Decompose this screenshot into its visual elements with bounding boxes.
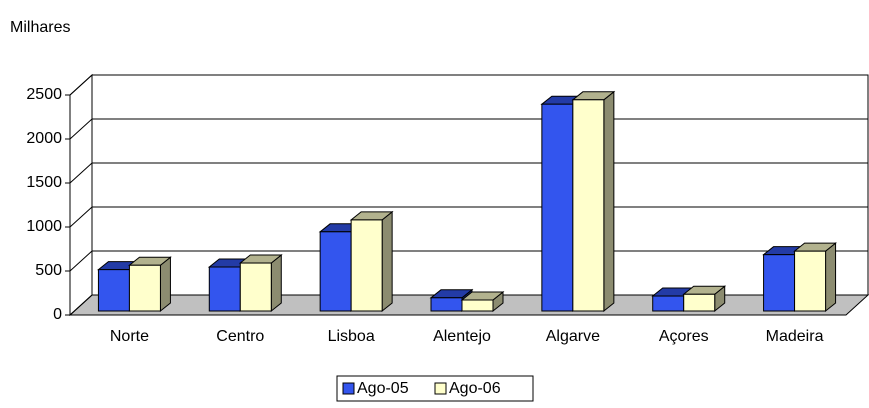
- bar-front: [572, 99, 605, 312]
- bar-front: [683, 293, 716, 312]
- bar-front: [319, 231, 352, 312]
- y-tick-label: 2500: [26, 86, 62, 103]
- bar-side: [603, 90, 615, 313]
- bar: [460, 290, 505, 313]
- bar-front: [652, 295, 685, 312]
- bar: [128, 256, 172, 313]
- x-tick-label: Madeira: [766, 328, 824, 345]
- y-tick-label: 1000: [26, 218, 62, 235]
- bar-side: [825, 242, 837, 313]
- bar-front: [350, 219, 383, 312]
- y-tick-label: 500: [35, 262, 62, 279]
- bar: [238, 253, 283, 313]
- back-wall: [91, 74, 869, 296]
- y-tick-label: 0: [53, 306, 62, 323]
- legend-swatch: [342, 382, 355, 395]
- x-tick-label: Alentejo: [433, 328, 491, 345]
- x-tick-label: Lisboa: [328, 328, 375, 345]
- bar: [793, 242, 837, 313]
- bar-front: [541, 103, 574, 312]
- y-tick-label: 2000: [26, 130, 62, 147]
- bar-front: [97, 269, 130, 312]
- bar-front: [430, 297, 463, 312]
- legend-label: Ago-06: [449, 380, 501, 397]
- x-tick-label: Açores: [659, 328, 709, 345]
- x-tick-label: Norte: [110, 328, 149, 345]
- x-tick-label: Algarve: [546, 328, 600, 345]
- legend-label: Ago-05: [357, 380, 409, 397]
- bar-front: [461, 299, 494, 312]
- grid-line: [69, 74, 868, 96]
- y-axis-label: Milhares: [10, 19, 70, 36]
- bar-side: [270, 253, 282, 313]
- side-wall: [69, 73, 93, 317]
- x-tick-label: Centro: [216, 328, 264, 345]
- bar-side: [159, 256, 171, 313]
- bar-front: [239, 262, 272, 312]
- bar-front: [763, 254, 796, 312]
- legend-swatch: [434, 382, 447, 395]
- bar-front: [208, 266, 241, 312]
- bar-side: [381, 210, 393, 313]
- y-tick-label: 1500: [26, 174, 62, 191]
- bar-front: [128, 264, 161, 312]
- bar-front: [794, 250, 827, 312]
- legend: Ago-05 Ago-06: [336, 375, 534, 402]
- bar: [571, 90, 616, 313]
- bar: [349, 210, 394, 313]
- bar: [682, 285, 727, 313]
